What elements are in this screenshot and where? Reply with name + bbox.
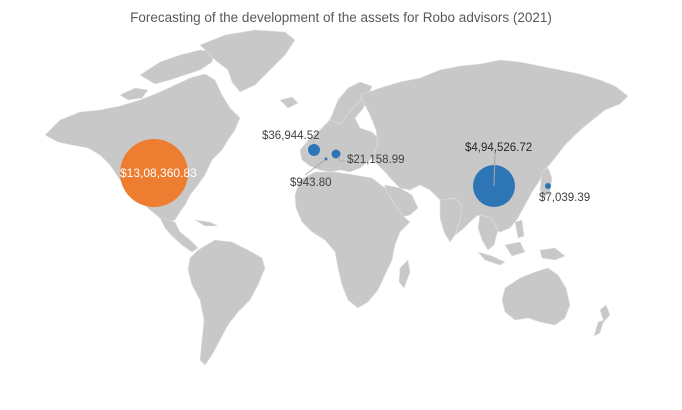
scandinavia bbox=[329, 81, 373, 125]
label-japan: $7,039.39 bbox=[539, 192, 591, 204]
bubble-france[interactable] bbox=[324, 157, 328, 161]
leader-line-france bbox=[304, 159, 326, 176]
india bbox=[439, 197, 463, 243]
bubble-japan[interactable] bbox=[545, 183, 551, 189]
bubble-united-states[interactable] bbox=[120, 139, 188, 207]
leader-line-china bbox=[493, 151, 496, 187]
iceland bbox=[279, 96, 299, 109]
label-germany: $21,158.99 bbox=[347, 154, 405, 166]
japan bbox=[539, 167, 553, 199]
label-united-kingdom: $36,944.52 bbox=[262, 130, 320, 142]
asia bbox=[359, 59, 629, 236]
label-china: $4,94,526.72 bbox=[465, 142, 533, 154]
chart-title: Forecasting of the development of the as… bbox=[130, 10, 552, 25]
new-zealand bbox=[599, 304, 611, 323]
australia bbox=[501, 267, 571, 326]
greenland bbox=[199, 29, 296, 93]
indonesia bbox=[477, 251, 506, 266]
leader-line-germany bbox=[337, 155, 345, 162]
label-france: $943.80 bbox=[290, 177, 332, 189]
madagascar bbox=[398, 259, 411, 289]
bubble-united-kingdom[interactable] bbox=[308, 144, 320, 156]
arctic-islands bbox=[139, 49, 216, 85]
africa bbox=[294, 171, 411, 309]
central-america bbox=[159, 217, 199, 253]
label-united-states: $13,08,360.83 bbox=[120, 166, 197, 180]
southeast-asia bbox=[477, 214, 499, 251]
bubble-germany[interactable] bbox=[331, 149, 341, 159]
bubbles bbox=[120, 139, 551, 207]
south-america bbox=[187, 239, 266, 366]
